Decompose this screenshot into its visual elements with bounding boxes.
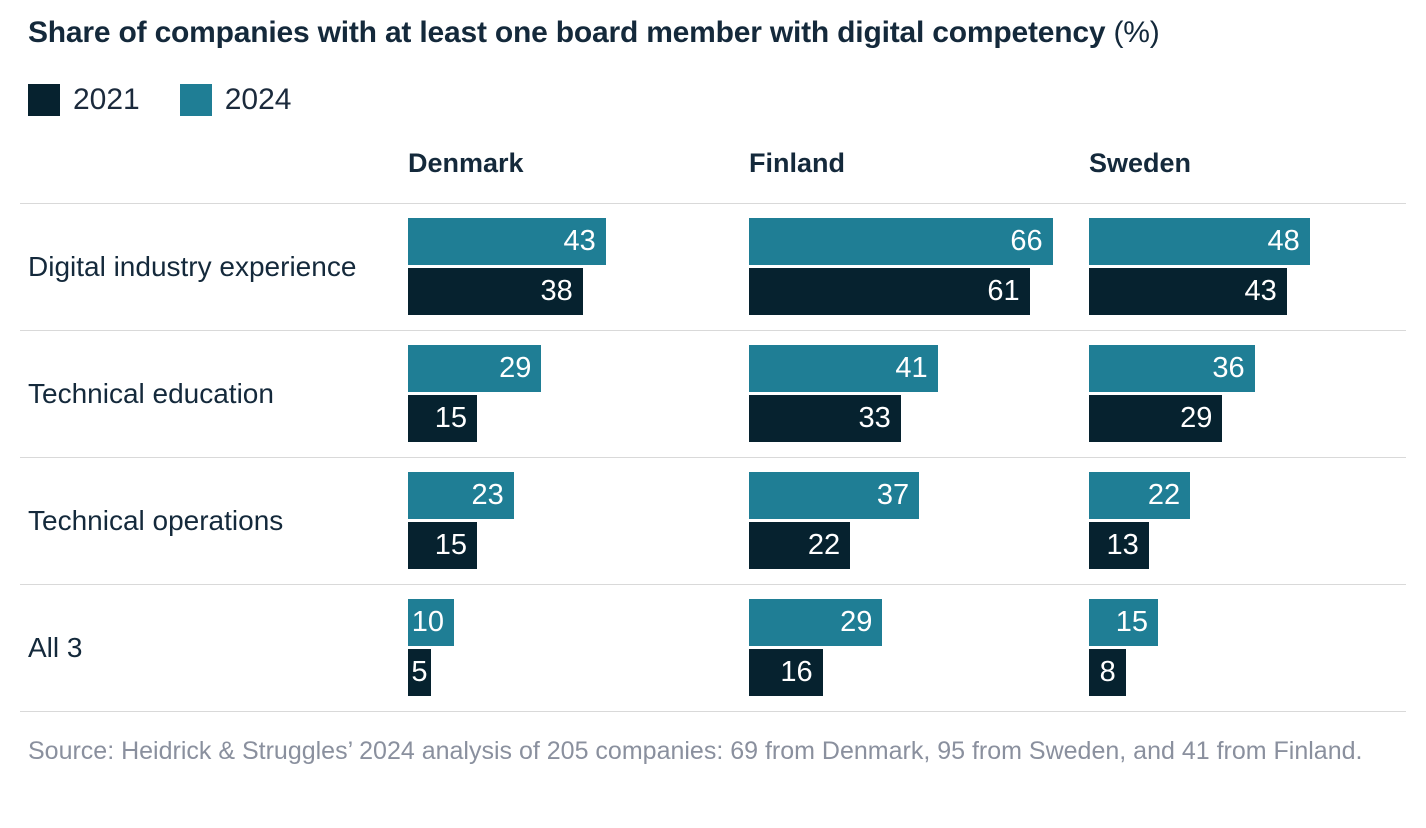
bar-cell-sweden: 36 29 bbox=[1089, 345, 1426, 442]
bar-value-label: 29 bbox=[1180, 402, 1213, 434]
chart-title: Share of companies with at least one boa… bbox=[28, 16, 1398, 50]
bar-2021: 13 bbox=[1089, 522, 1149, 569]
bar-value-label: 15 bbox=[434, 529, 467, 561]
legend-item-2024: 2024 bbox=[179, 83, 292, 117]
bar-2024: 10 bbox=[408, 599, 454, 646]
legend-item-2021: 2021 bbox=[28, 83, 140, 117]
row-label: Digital industry experience bbox=[28, 250, 357, 282]
bar-2024: 43 bbox=[408, 218, 606, 265]
bar-2021: 16 bbox=[749, 649, 823, 696]
bar-value-label: 29 bbox=[840, 606, 873, 638]
bar-cell-denmark: 43 38 bbox=[408, 218, 749, 315]
bar-value-label: 15 bbox=[434, 402, 467, 434]
bar-value-label: 5 bbox=[411, 656, 428, 688]
bar-value-label: 8 bbox=[1099, 656, 1116, 688]
column-header-row: Denmark Finland Sweden bbox=[0, 148, 1426, 203]
column-header-sweden: Sweden bbox=[1089, 148, 1192, 178]
category-row: Digital industry experience 43 38 66 61 48 43 bbox=[0, 203, 1426, 330]
bar-value-label: 33 bbox=[858, 402, 891, 434]
bar-2021: 43 bbox=[1089, 268, 1287, 315]
column-header-finland: Finland bbox=[749, 148, 845, 178]
bar-cell-finland: 66 61 bbox=[749, 218, 1089, 315]
bar-value-label: 15 bbox=[1115, 606, 1148, 638]
bar-2021: 15 bbox=[408, 395, 477, 442]
bar-2021: 29 bbox=[1089, 395, 1223, 442]
bar-value-label: 22 bbox=[1147, 479, 1181, 511]
legend-label-2021: 2021 bbox=[73, 83, 140, 116]
bar-2021: 5 bbox=[408, 649, 431, 696]
bar-2024: 48 bbox=[1089, 218, 1310, 265]
category-row: All 3 10 5 29 16 15 8 bbox=[0, 584, 1426, 711]
bar-2021: 22 bbox=[749, 522, 851, 569]
legend-swatch-2024 bbox=[179, 84, 212, 116]
bar-2024: 15 bbox=[1089, 599, 1158, 646]
bar-cell-denmark: 10 5 bbox=[408, 599, 749, 696]
bar-2024: 36 bbox=[1089, 345, 1255, 392]
row-label: All 3 bbox=[28, 631, 83, 663]
bar-value-label: 22 bbox=[807, 529, 841, 561]
chart-rows: Digital industry experience 43 38 66 61 48 43 T… bbox=[0, 203, 1426, 711]
bar-2024: 41 bbox=[749, 345, 938, 392]
legend-label-2024: 2024 bbox=[224, 83, 292, 116]
source-note: Source: Heidrick & Struggles’ 2024 analy… bbox=[0, 711, 1426, 766]
chart-title-text: Share of companies with at least one boa… bbox=[28, 16, 1106, 49]
bar-cell-finland: 37 22 bbox=[749, 472, 1089, 569]
bar-value-label: 41 bbox=[895, 352, 928, 384]
bar-value-label: 48 bbox=[1267, 225, 1300, 257]
bar-cell-sweden: 48 43 bbox=[1089, 218, 1426, 315]
bar-value-label: 13 bbox=[1106, 529, 1139, 561]
bar-value-label: 36 bbox=[1212, 352, 1245, 384]
bar-cell-sweden: 22 13 bbox=[1089, 472, 1426, 569]
legend-swatch-2021 bbox=[28, 84, 60, 116]
bar-cell-finland: 41 33 bbox=[749, 345, 1089, 442]
row-label: Technical education bbox=[28, 377, 274, 409]
legend: 2021 2024 bbox=[28, 83, 1426, 117]
bar-2024: 37 bbox=[749, 472, 920, 519]
bar-cell-denmark: 23 15 bbox=[408, 472, 749, 569]
bar-value-label: 23 bbox=[471, 479, 504, 511]
bar-2021: 33 bbox=[749, 395, 901, 442]
column-header-denmark: Denmark bbox=[408, 148, 524, 178]
bar-value-label: 16 bbox=[780, 656, 813, 688]
bar-value-label: 43 bbox=[1244, 275, 1277, 307]
bar-value-label: 10 bbox=[411, 606, 444, 638]
bar-2024: 29 bbox=[749, 599, 883, 646]
bar-2021: 8 bbox=[1089, 649, 1126, 696]
bar-cell-denmark: 29 15 bbox=[408, 345, 749, 442]
bar-2024: 23 bbox=[408, 472, 514, 519]
bar-2024: 66 bbox=[749, 218, 1053, 265]
category-row: Technical operations 23 15 37 22 22 13 bbox=[0, 457, 1426, 584]
row-label: Technical operations bbox=[28, 504, 284, 536]
bar-cell-sweden: 15 8 bbox=[1089, 599, 1426, 696]
bar-2021: 15 bbox=[408, 522, 477, 569]
bar-value-label: 43 bbox=[563, 225, 596, 257]
category-row: Technical education 29 15 41 33 36 29 bbox=[0, 330, 1426, 457]
bar-2021: 38 bbox=[408, 268, 583, 315]
bar-2024: 22 bbox=[1089, 472, 1191, 519]
bar-value-label: 61 bbox=[987, 275, 1020, 307]
bar-cell-finland: 29 16 bbox=[749, 599, 1089, 696]
bar-value-label: 29 bbox=[499, 352, 532, 384]
bar-value-label: 38 bbox=[540, 275, 573, 307]
bar-2024: 29 bbox=[408, 345, 542, 392]
chart-title-unit: (%) bbox=[1105, 16, 1160, 49]
bar-value-label: 37 bbox=[876, 479, 910, 511]
column-header-spacer bbox=[0, 148, 408, 203]
bar-value-label: 66 bbox=[1010, 225, 1043, 257]
bar-2021: 61 bbox=[749, 268, 1030, 315]
